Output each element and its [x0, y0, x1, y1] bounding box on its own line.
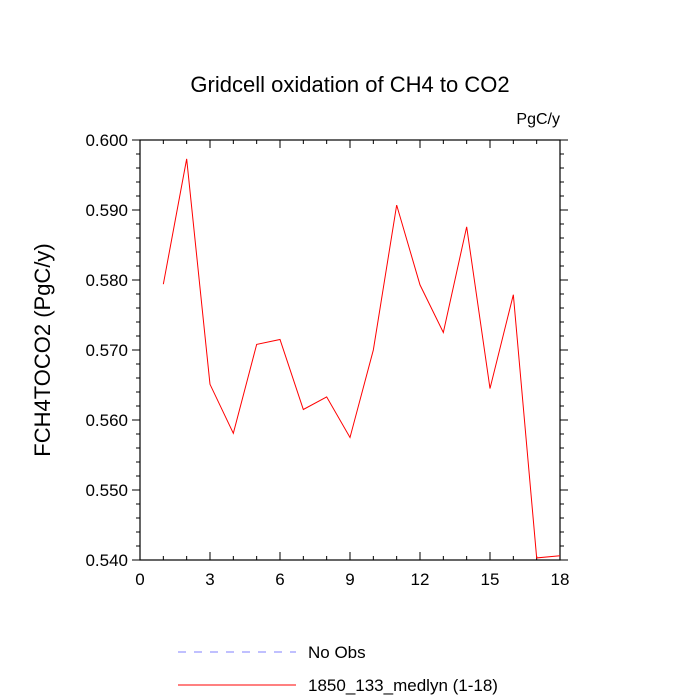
y-tick-label: 0.550 — [85, 481, 128, 500]
x-tick-label: 15 — [481, 570, 500, 589]
x-tick-label: 12 — [411, 570, 430, 589]
x-tick-label: 0 — [135, 570, 144, 589]
y-tick-label: 0.570 — [85, 341, 128, 360]
units-label: PgC/y — [516, 111, 560, 128]
y-tick-label: 0.540 — [85, 551, 128, 570]
legend-label-1: 1850_133_medlyn (1-18) — [308, 676, 498, 695]
y-tick-label: 0.600 — [85, 131, 128, 150]
y-tick-label: 0.580 — [85, 271, 128, 290]
x-tick-label: 3 — [205, 570, 214, 589]
x-tick-label: 18 — [551, 570, 570, 589]
y-tick-label: 0.560 — [85, 411, 128, 430]
series-layer — [162, 158, 561, 559]
legend-label-0: No Obs — [308, 643, 366, 662]
chart-title: Gridcell oxidation of CH4 to CO2 — [190, 72, 509, 97]
y-tick-label: 0.590 — [85, 201, 128, 220]
y-axis-label: FCH4TOCO2 (PgC/y) — [30, 243, 55, 457]
plot-frame — [139, 139, 561, 561]
legend: No Obs 1850_133_medlyn (1-18) — [178, 643, 498, 695]
axis-ticks: 0 3 6 9 12 15 18 0.540 0.550 0.560 0.570 0.580 0.590… — [85, 131, 569, 589]
series-line-0 — [162, 158, 561, 559]
x-tick-label: 9 — [345, 570, 354, 589]
x-tick-label: 6 — [275, 570, 284, 589]
